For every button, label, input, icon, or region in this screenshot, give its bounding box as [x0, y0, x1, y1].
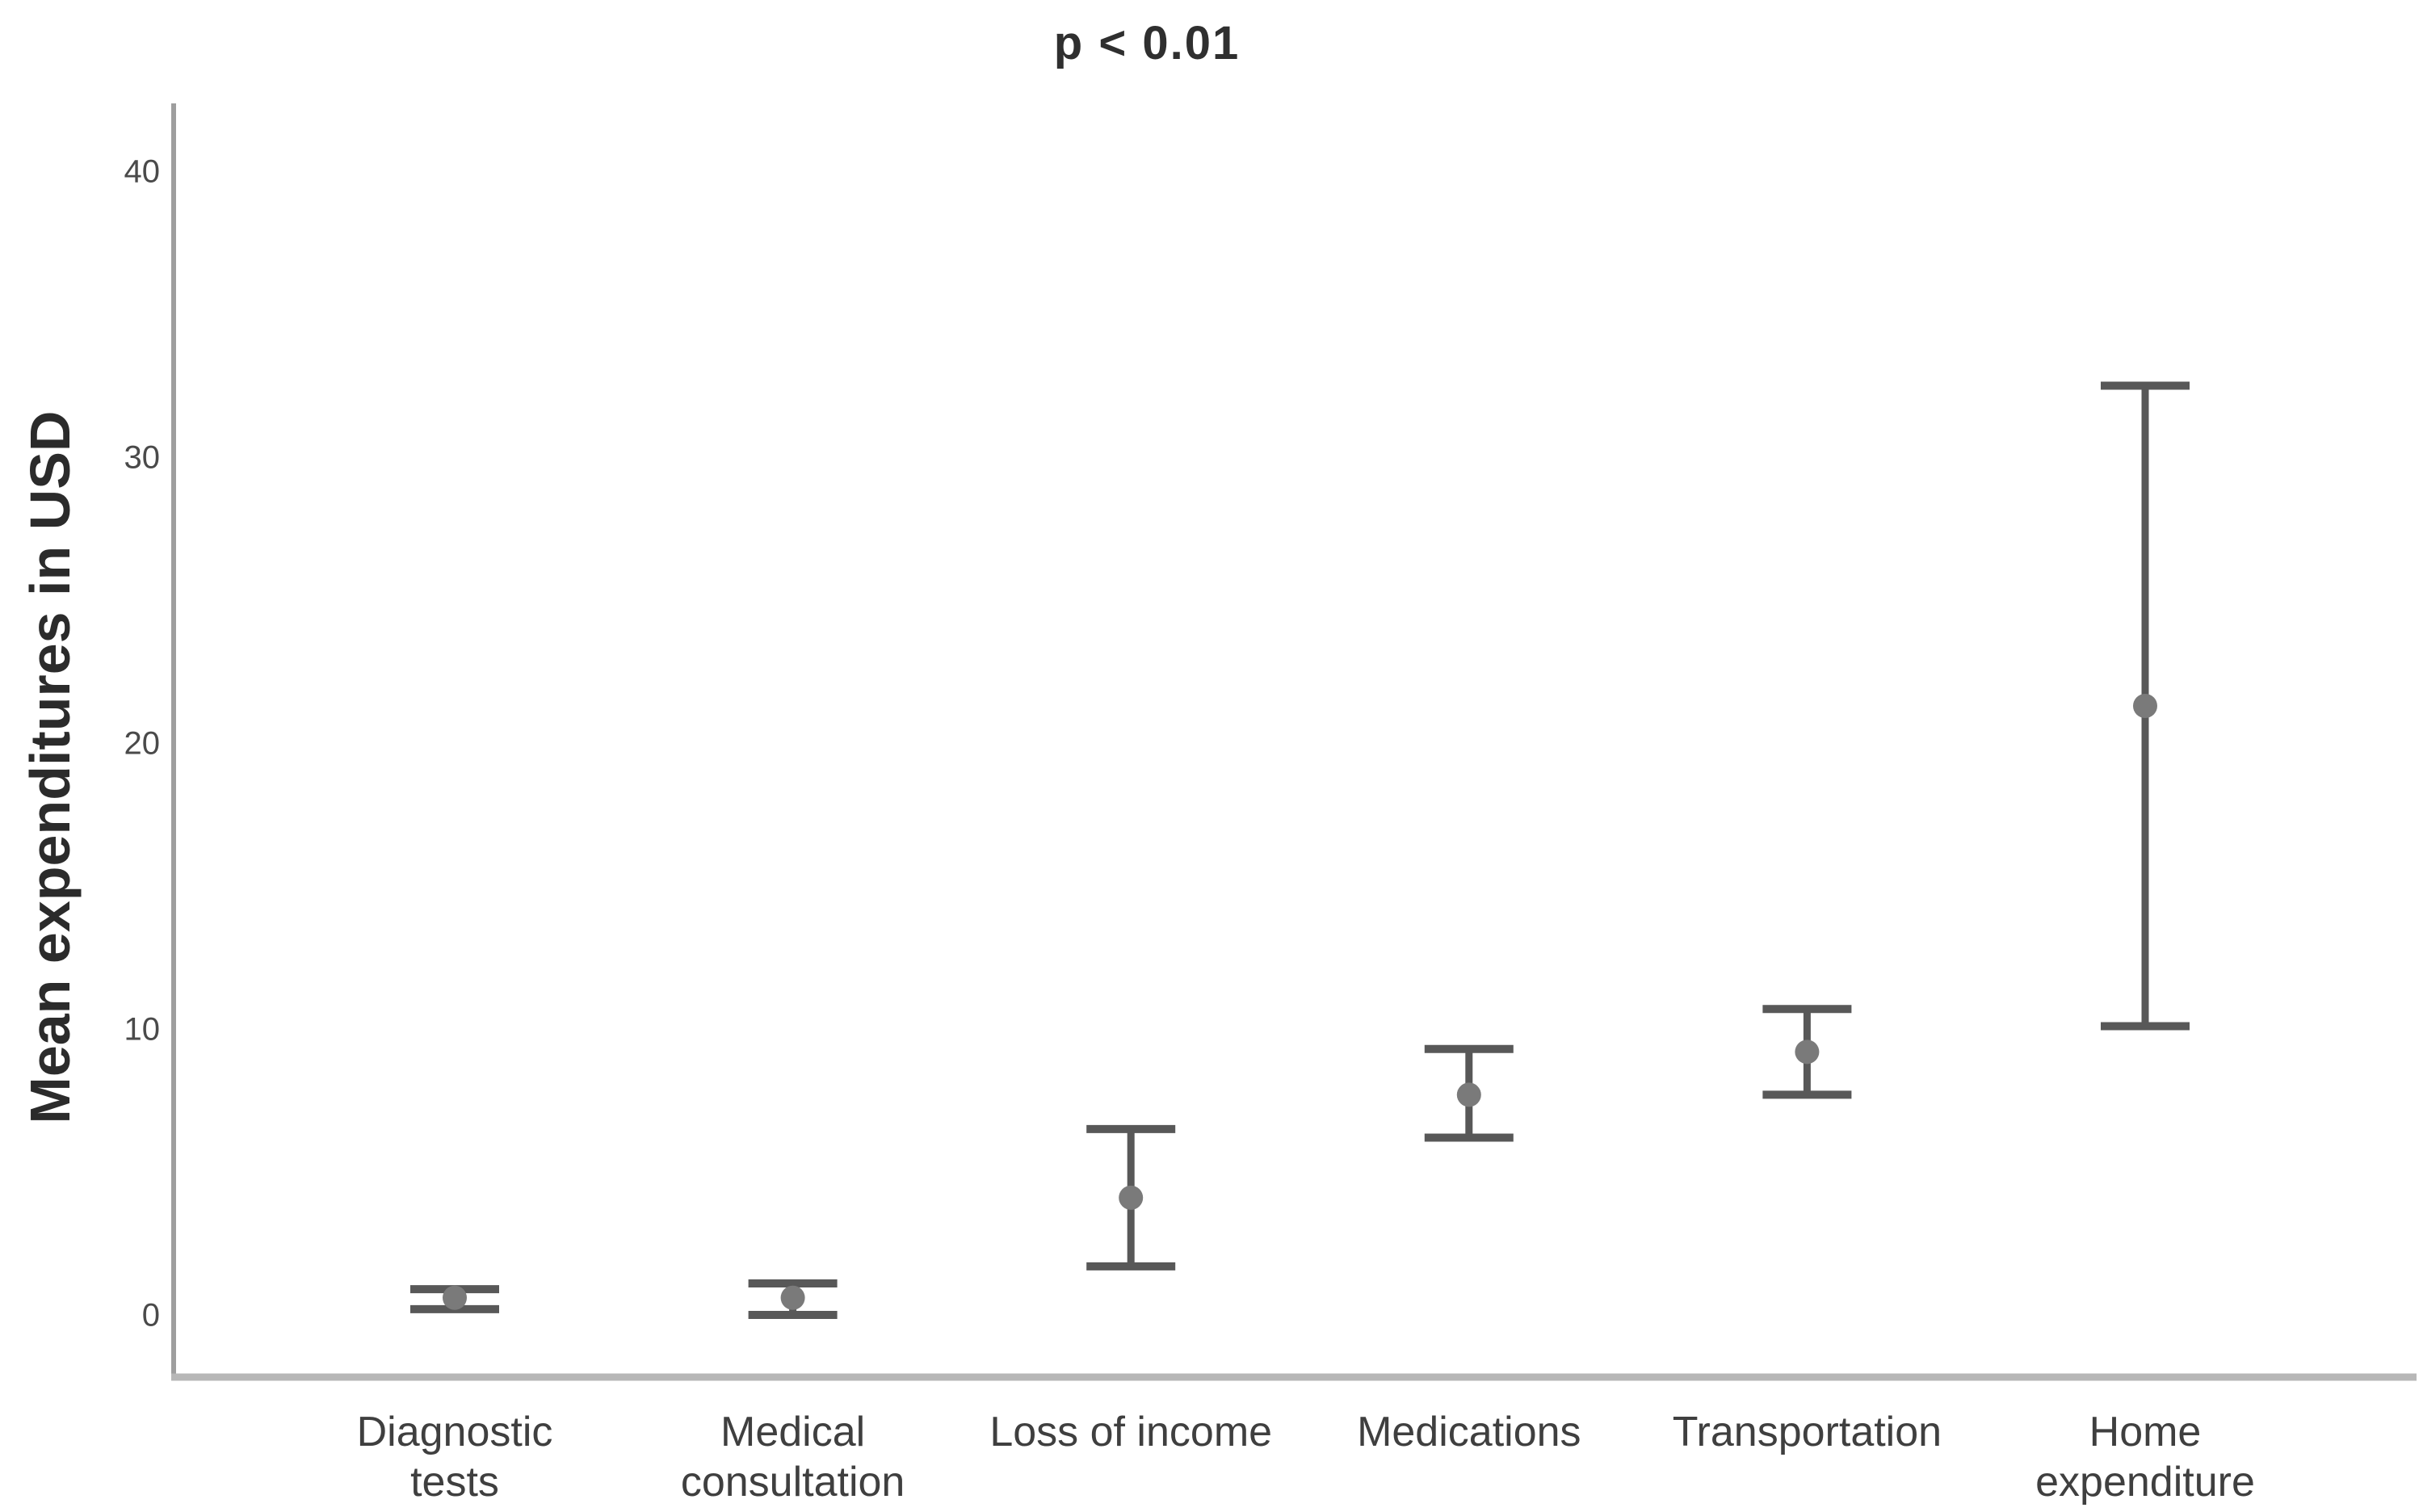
mean-marker-medications: [1456, 1082, 1481, 1107]
y-tick-label-0: 0: [142, 1298, 160, 1334]
category-label-medical-consultation: Medical consultation: [681, 1409, 905, 1506]
error-bar-medications: [1424, 1044, 1514, 1142]
mean-marker-transportation: [1795, 1040, 1820, 1065]
chart-title: p < 0.01: [1053, 17, 1241, 69]
category-label-medications: Medications: [1357, 1409, 1581, 1455]
y-tick-label-20: 20: [124, 726, 161, 762]
mean-marker-diagnostic-tests: [443, 1285, 467, 1310]
error-bar-transportation: [1762, 1005, 1852, 1099]
category-label-home-expenditure: Home expenditure: [2035, 1409, 2255, 1506]
y-tick-label-10: 10: [124, 1012, 161, 1048]
category-label-diagnostic-tests: Diagnostic tests: [357, 1409, 553, 1506]
category-label-transportation: Transportation: [1673, 1409, 1942, 1455]
error-bar-medical-consultation: [748, 1279, 838, 1319]
error-bar-loss-of-income: [1086, 1124, 1176, 1270]
error-bar-home-expenditure: [2101, 381, 2190, 1031]
error-bar-diagnostic-tests: [410, 1285, 499, 1313]
mean-marker-medical-consultation: [780, 1285, 805, 1310]
category-label-loss-of-income: Loss of income: [989, 1409, 1272, 1455]
y-tick-label-40: 40: [124, 154, 161, 190]
mean-marker-loss-of-income: [1119, 1185, 1144, 1210]
mean-marker-home-expenditure: [2133, 693, 2157, 718]
y-tick-label-30: 30: [124, 440, 161, 476]
